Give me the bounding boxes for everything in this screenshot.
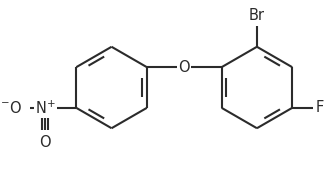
Text: O: O [179, 60, 190, 75]
Text: Br: Br [249, 8, 265, 23]
Text: O: O [39, 135, 51, 150]
Text: $^{-}$O: $^{-}$O [0, 100, 21, 116]
Text: N$^{+}$: N$^{+}$ [35, 99, 55, 117]
Text: F: F [316, 100, 324, 115]
